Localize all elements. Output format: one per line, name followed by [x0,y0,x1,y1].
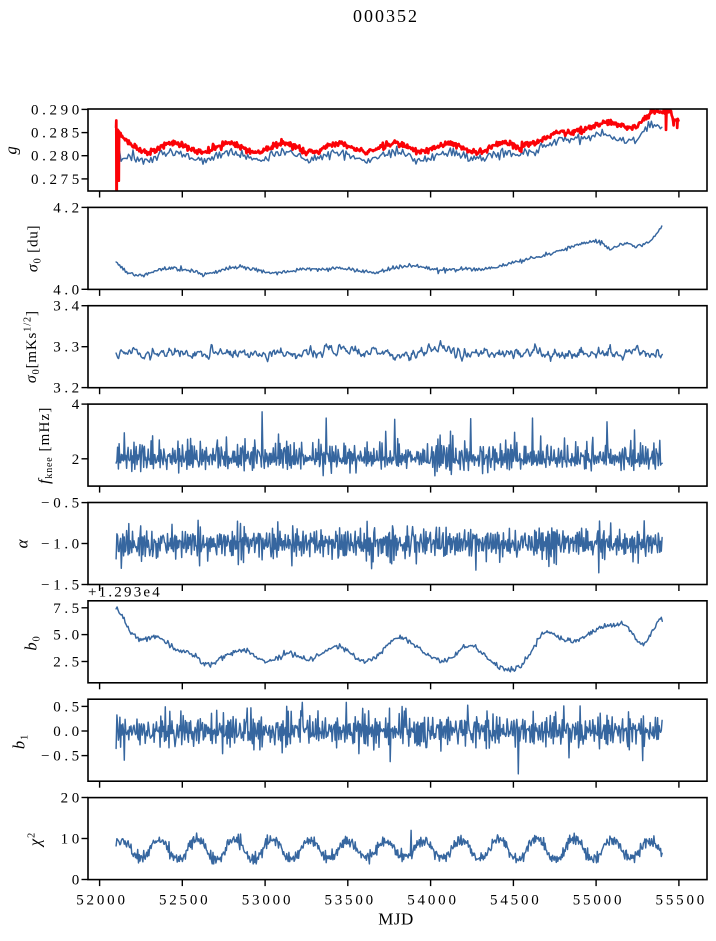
svg-text:3.2: 3.2 [53,381,83,397]
svg-text:0.285: 0.285 [31,126,83,142]
svg-text:σ0 [du]: σ0 [du] [25,225,44,273]
svg-text:3.4: 3.4 [53,299,83,315]
svg-text:4: 4 [72,397,83,413]
svg-text:−1.5: −1.5 [41,578,83,594]
svg-text:0: 0 [72,873,83,889]
svg-text:0.290: 0.290 [31,102,83,118]
svg-text:α: α [13,538,32,548]
svg-text:52500: 52500 [159,893,211,909]
svg-text:b0: b0 [22,635,43,650]
svg-text:0.5: 0.5 [53,699,83,715]
svg-text:3.3: 3.3 [53,340,83,356]
svg-text:5.0: 5.0 [53,628,83,644]
svg-text:7.5: 7.5 [53,601,83,617]
svg-text:53000: 53000 [242,893,294,909]
svg-text:55000: 55000 [573,893,625,909]
svg-text:4.0: 4.0 [53,282,83,298]
svg-text:2: 2 [72,452,83,468]
svg-text:0.275: 0.275 [31,172,83,188]
svg-text:54500: 54500 [490,893,542,909]
svg-text:0.0: 0.0 [53,724,83,740]
svg-text:−1.0: −1.0 [41,537,83,553]
svg-text:0.280: 0.280 [31,149,83,165]
svg-text:52000: 52000 [76,893,128,909]
svg-text:000352: 000352 [353,6,419,26]
svg-text:4.2: 4.2 [53,200,83,216]
svg-text:fknee [mHz]: fknee [mHz] [36,406,55,483]
svg-text:−0.5: −0.5 [41,496,83,512]
svg-text:55500: 55500 [656,893,708,909]
svg-text:+1.293e4: +1.293e4 [88,585,162,601]
svg-text:σ0[mKs1/2]: σ0[mKs1/2] [22,310,42,383]
svg-text:MJD: MJD [378,910,414,929]
svg-text:10: 10 [61,832,83,848]
svg-text:20: 20 [61,791,83,807]
svg-text:g: g [2,145,21,154]
svg-text:54000: 54000 [407,893,459,909]
svg-text:−0.5: −0.5 [41,749,83,765]
svg-text:b1: b1 [10,734,31,749]
svg-text:2.5: 2.5 [53,655,83,671]
svg-text:χ2: χ2 [26,832,45,848]
svg-text:53500: 53500 [324,893,376,909]
